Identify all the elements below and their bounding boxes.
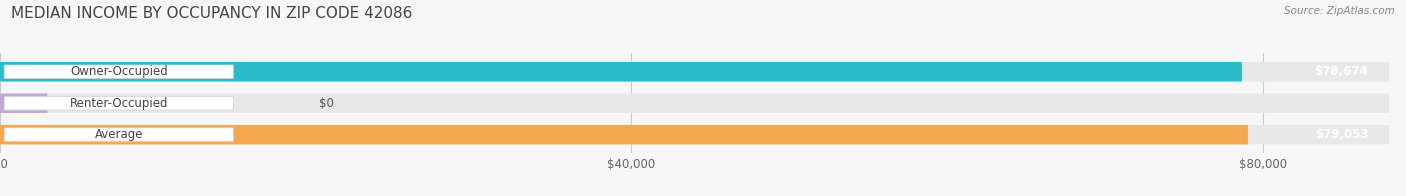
FancyBboxPatch shape <box>4 96 233 110</box>
Text: Renter-Occupied: Renter-Occupied <box>69 97 169 110</box>
FancyBboxPatch shape <box>4 128 233 142</box>
Text: $79,053: $79,053 <box>1315 128 1368 141</box>
FancyBboxPatch shape <box>0 93 48 113</box>
Text: Source: ZipAtlas.com: Source: ZipAtlas.com <box>1284 6 1395 16</box>
FancyBboxPatch shape <box>0 125 1389 144</box>
Text: $78,674: $78,674 <box>1315 65 1368 78</box>
Text: MEDIAN INCOME BY OCCUPANCY IN ZIP CODE 42086: MEDIAN INCOME BY OCCUPANCY IN ZIP CODE 4… <box>11 6 412 21</box>
FancyBboxPatch shape <box>0 62 1389 82</box>
Text: Average: Average <box>94 128 143 141</box>
FancyBboxPatch shape <box>0 125 1249 144</box>
Text: Owner-Occupied: Owner-Occupied <box>70 65 167 78</box>
FancyBboxPatch shape <box>4 65 233 79</box>
FancyBboxPatch shape <box>0 62 1241 82</box>
Text: $0: $0 <box>319 97 335 110</box>
FancyBboxPatch shape <box>0 93 1389 113</box>
